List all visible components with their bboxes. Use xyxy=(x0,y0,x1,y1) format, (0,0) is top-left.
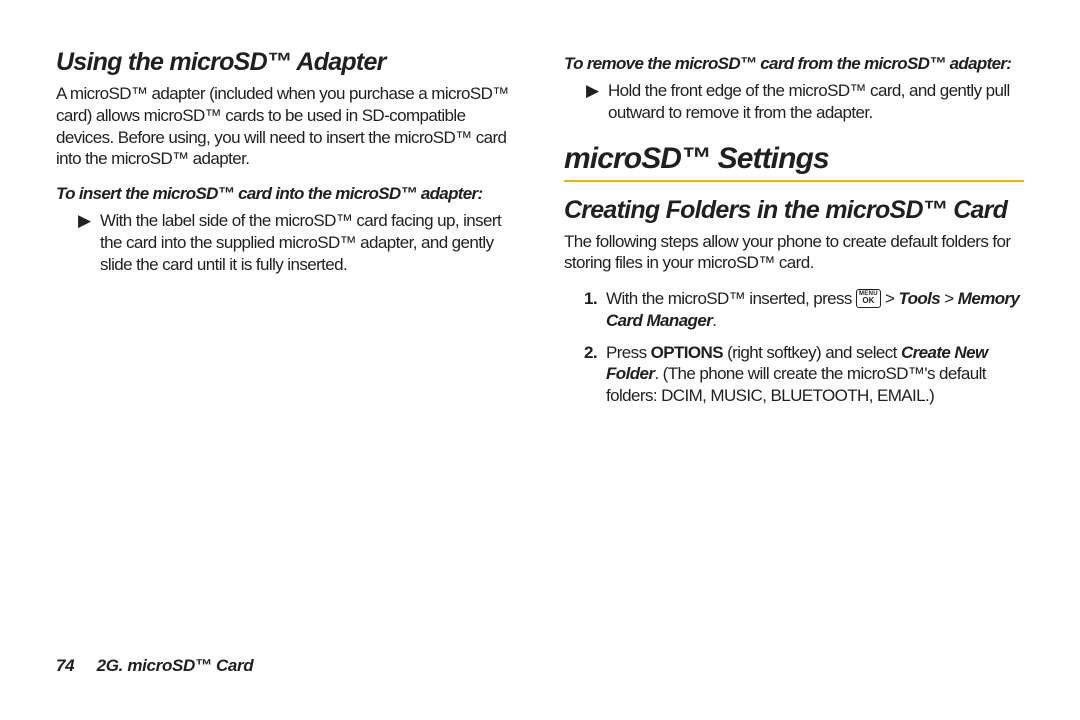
step-2-text: Press OPTIONS (right softkey) and select… xyxy=(606,342,1024,407)
bullet-marker: ▶ xyxy=(586,80,608,124)
bullet-marker: ▶ xyxy=(78,210,100,275)
para-adapter-desc: A microSD™ adapter (included when you pu… xyxy=(56,83,516,170)
step1-part-c: > xyxy=(940,289,958,308)
section-settings: microSD™ Settings xyxy=(564,142,1024,182)
lead-remove: To remove the microSD™ card from the mic… xyxy=(564,54,1024,74)
menu-ok-icon: MENUOK xyxy=(856,289,881,308)
step1-tools: Tools xyxy=(898,289,940,308)
step2-options: OPTIONS xyxy=(651,343,723,362)
step2-part-c: . (The phone will create the microSD™'s … xyxy=(606,364,986,405)
step-2: 2. Press OPTIONS (right softkey) and sel… xyxy=(584,342,1024,407)
heading-creating-folders: Creating Folders in the microSD™ Card xyxy=(564,196,1024,225)
footer-title: 2G. microSD™ Card xyxy=(97,656,254,675)
ok-bot: OK xyxy=(859,297,878,305)
step-1-number: 1. xyxy=(584,288,606,332)
step2-part-b: (right softkey) and select xyxy=(723,343,901,362)
page-number: 74 xyxy=(56,656,74,675)
bullet-insert: ▶ With the label side of the microSD™ ca… xyxy=(78,210,516,275)
right-column: To remove the microSD™ card from the mic… xyxy=(564,48,1024,417)
para-create-folders: The following steps allow your phone to … xyxy=(564,231,1024,275)
bullet-insert-text: With the label side of the microSD™ card… xyxy=(100,210,516,275)
heading-using-adapter: Using the microSD™ Adapter xyxy=(56,48,516,77)
step1-part-b: > xyxy=(881,289,899,308)
bullet-remove: ▶ Hold the front edge of the microSD™ ca… xyxy=(586,80,1024,124)
step-1: 1. With the microSD™ inserted, press MEN… xyxy=(584,288,1024,332)
step2-part-a: Press xyxy=(606,343,651,362)
step-2-number: 2. xyxy=(584,342,606,407)
step1-part-a: With the microSD™ inserted, press xyxy=(606,289,856,308)
left-column: Using the microSD™ Adapter A microSD™ ad… xyxy=(56,48,516,417)
bullet-remove-text: Hold the front edge of the microSD™ card… xyxy=(608,80,1024,124)
page-footer: 74 2G. microSD™ Card xyxy=(56,656,253,676)
step1-part-d: . xyxy=(712,311,716,330)
lead-insert: To insert the microSD™ card into the mic… xyxy=(56,184,516,204)
step-1-text: With the microSD™ inserted, press MENUOK… xyxy=(606,288,1024,332)
